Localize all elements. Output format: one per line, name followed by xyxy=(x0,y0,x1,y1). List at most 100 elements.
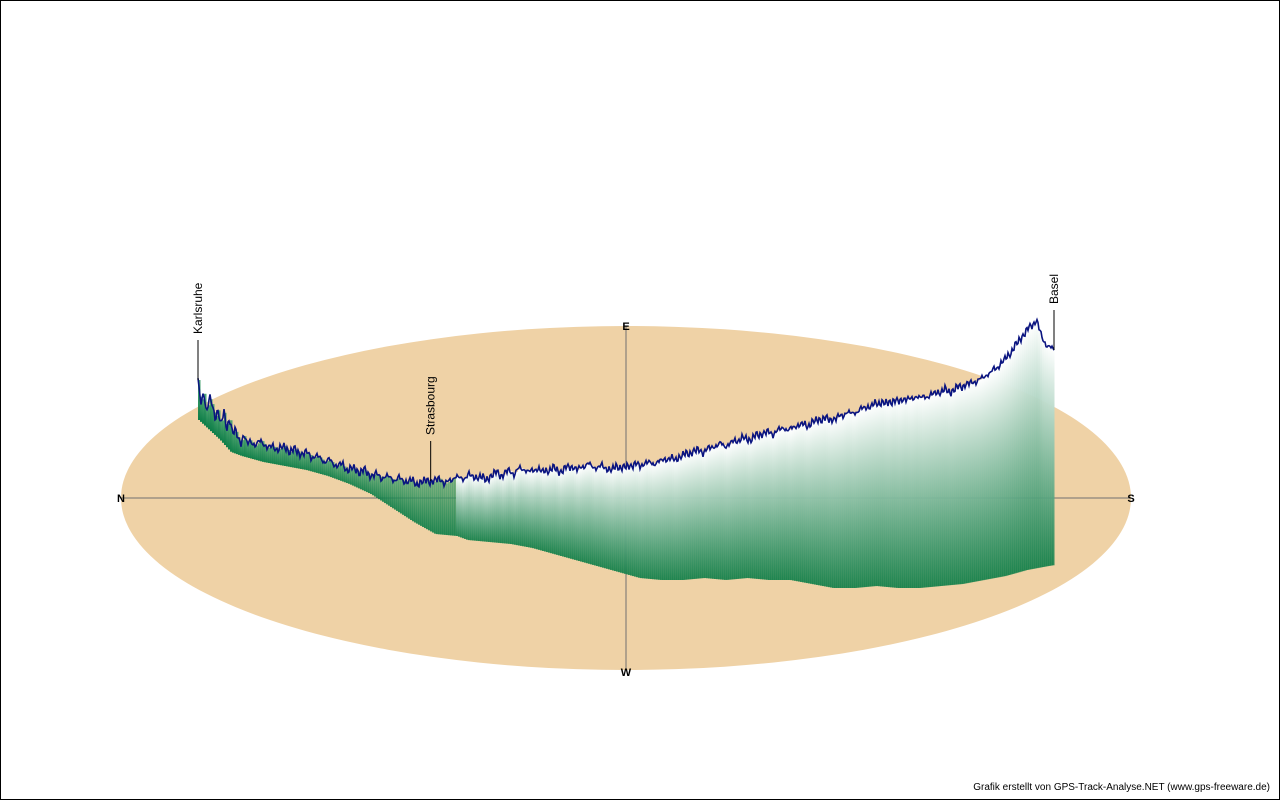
profile-strip xyxy=(836,417,839,588)
profile-strip xyxy=(396,479,399,511)
profile-strip xyxy=(1004,360,1007,577)
profile-strip xyxy=(776,431,779,580)
profile-strip xyxy=(412,481,415,522)
profile-strip xyxy=(890,402,893,588)
waypoint-markers: Karlsruhe Strasbourg Basel xyxy=(191,274,1061,481)
profile-strip xyxy=(884,402,887,587)
profile-strip xyxy=(1022,336,1025,572)
profile-strip xyxy=(646,462,649,579)
profile-strip xyxy=(376,474,379,498)
profile-strip xyxy=(1052,348,1055,566)
profile-strip xyxy=(666,459,669,580)
profile-strip xyxy=(880,402,883,587)
profile-strip xyxy=(690,452,693,580)
profile-strip xyxy=(598,466,601,567)
profile-strip xyxy=(450,480,453,536)
profile-strip xyxy=(540,470,543,551)
profile-strip xyxy=(1050,347,1053,566)
profile-strip xyxy=(622,467,625,574)
profile-strip xyxy=(242,440,245,457)
profile-strip xyxy=(444,482,447,535)
profile-strip xyxy=(796,425,799,582)
profile-strip xyxy=(550,469,553,554)
profile-strip xyxy=(380,476,383,501)
waypoint-label: Karlsruhe xyxy=(191,282,205,334)
profile-strip xyxy=(682,455,685,580)
profile-strip xyxy=(984,376,987,580)
profile-strip xyxy=(818,420,821,586)
profile-strip xyxy=(278,449,281,465)
profile-strip xyxy=(210,399,213,432)
profile-strip xyxy=(952,391,955,585)
profile-strip xyxy=(680,456,683,580)
profile-strip xyxy=(276,448,279,465)
profile-strip xyxy=(470,475,473,541)
profile-strip xyxy=(660,461,663,580)
profile-strip xyxy=(442,480,445,535)
profile-strip xyxy=(724,445,727,580)
profile-strip xyxy=(648,462,651,579)
profile-strip xyxy=(656,462,659,580)
profile-strip xyxy=(456,476,459,536)
profile-strip xyxy=(522,468,525,547)
profile-strip xyxy=(634,464,637,577)
profile-strip xyxy=(244,436,247,457)
profile-strip xyxy=(336,465,339,480)
profile-strip xyxy=(720,444,723,580)
profile-strip xyxy=(778,430,781,580)
profile-strip xyxy=(452,479,455,536)
profile-strip xyxy=(964,385,967,584)
profile-strip xyxy=(988,373,991,580)
profile-strip xyxy=(822,418,825,587)
profile-strip xyxy=(970,383,973,583)
profile-strip xyxy=(596,467,599,567)
profile-strip xyxy=(270,446,273,464)
profile-strip xyxy=(588,464,591,564)
profile-strip xyxy=(308,452,311,471)
profile-strip xyxy=(238,437,241,455)
profile-strip xyxy=(304,453,307,470)
profile-strip xyxy=(670,458,673,580)
profile-strip xyxy=(812,422,815,585)
profile-strip xyxy=(716,445,719,580)
profile-strip xyxy=(834,418,837,588)
profile-strip xyxy=(718,444,721,580)
profile-strip xyxy=(212,404,215,434)
profile-strip xyxy=(676,459,679,580)
profile-strip xyxy=(772,433,775,580)
profile-strip xyxy=(856,411,859,588)
profile-strip xyxy=(580,468,583,562)
profile-strip xyxy=(858,410,861,588)
profile-strip xyxy=(624,467,627,574)
profile-strip xyxy=(650,463,653,580)
profile-strip xyxy=(254,444,257,460)
profile-strip xyxy=(348,469,351,484)
profile-strip xyxy=(378,475,381,500)
profile-strip xyxy=(436,480,439,535)
profile-strip xyxy=(1012,350,1015,574)
profile-strip xyxy=(334,464,337,479)
profile-strip xyxy=(754,436,757,579)
profile-strip xyxy=(422,482,425,527)
profile-strip xyxy=(512,472,515,545)
profile-strip xyxy=(994,369,997,578)
profile-strip xyxy=(294,449,297,468)
profile-strip xyxy=(296,449,299,469)
profile-strip xyxy=(264,443,267,463)
profile-strip xyxy=(508,470,511,544)
profile-strip xyxy=(846,412,849,588)
profile-strip xyxy=(806,425,809,584)
profile-strip xyxy=(506,472,509,544)
profile-strip xyxy=(626,467,629,575)
profile-strip xyxy=(352,468,355,486)
profile-strip xyxy=(198,380,201,420)
profile-strip xyxy=(968,383,971,583)
profile-strip xyxy=(520,468,523,546)
profile-strip xyxy=(502,475,505,544)
profile-strip xyxy=(552,468,555,554)
profile-strip xyxy=(1002,362,1005,577)
profile-strip xyxy=(862,408,865,588)
profile-strip xyxy=(938,392,941,587)
profile-strip xyxy=(664,459,667,580)
